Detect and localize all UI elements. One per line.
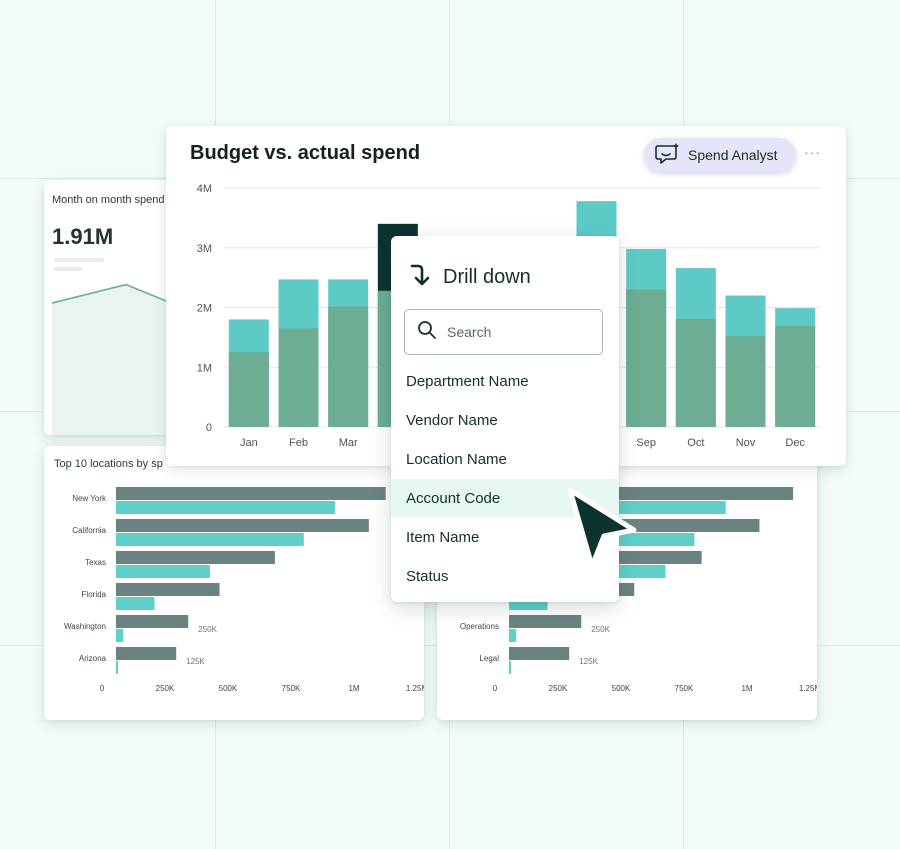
budget-bar	[116, 647, 177, 660]
actual-bar	[725, 336, 766, 427]
actual-bar	[509, 629, 517, 642]
search-icon	[417, 320, 437, 345]
category-label: Operations	[460, 622, 499, 631]
x-tick-label: 750K	[282, 684, 301, 693]
menu-item-status[interactable]: Status	[406, 567, 449, 585]
y-tick-label: 0	[206, 422, 212, 434]
actual-bar	[675, 318, 716, 427]
x-tick-label: 250K	[549, 684, 568, 693]
category-label: Washington	[64, 622, 106, 631]
value-label: 125K	[186, 657, 205, 666]
spend-analyst-button[interactable]: Spend Analyst	[644, 138, 796, 172]
actual-bar	[328, 306, 369, 427]
y-tick-label: 2M	[197, 303, 212, 315]
actual-bar	[116, 629, 124, 642]
x-tick-label: 1M	[741, 684, 752, 693]
x-tick-label: 750K	[675, 684, 694, 693]
spend-analyst-label: Spend Analyst	[688, 147, 778, 163]
menu-item-location-name[interactable]: Location Name	[406, 450, 507, 468]
category-label: California	[72, 526, 106, 535]
x-tick-label: 1.25M	[799, 684, 817, 693]
actual-bar	[278, 328, 319, 427]
actual-bar	[116, 565, 210, 578]
drill-down-title: Drill down	[443, 266, 531, 288]
x-tick-label: Sep	[636, 437, 656, 449]
x-tick-label: Mar	[339, 437, 358, 449]
drill-down-menu[interactable]: Drill down Department Name Vendor Name L…	[391, 236, 619, 602]
actual-bar	[228, 352, 269, 427]
x-tick-label: Dec	[785, 437, 805, 449]
search-input[interactable]	[447, 324, 587, 340]
card-title: Month on month spend	[52, 194, 165, 206]
x-tick-label: 0	[493, 684, 498, 693]
menu-item-vendor-name[interactable]: Vendor Name	[406, 411, 498, 429]
drill-down-header: Drill down	[409, 262, 531, 293]
y-tick-label: 3M	[197, 243, 212, 255]
value-label: 250K	[198, 625, 217, 634]
kpi-value: 1.91M	[52, 224, 114, 249]
category-label: New York	[72, 494, 107, 503]
x-tick-label: Nov	[736, 437, 756, 449]
actual-bar	[116, 597, 155, 610]
x-tick-label: Jan	[240, 437, 258, 449]
category-label: Florida	[82, 590, 107, 599]
placeholder-bar	[54, 267, 82, 271]
actual-bar	[116, 533, 304, 546]
chart-title: Budget vs. actual spend	[190, 142, 421, 164]
placeholder-bar	[54, 258, 104, 262]
mouse-pointer-icon	[567, 487, 637, 569]
actual-bar	[509, 661, 511, 674]
card-title: Top 10 locations by sp	[54, 458, 163, 470]
x-tick-label: 500K	[219, 684, 238, 693]
budget-bar	[116, 551, 275, 564]
y-tick-label: 4M	[197, 183, 212, 195]
budget-bar	[116, 583, 220, 596]
budget-bar	[509, 615, 582, 628]
menu-item-item-name[interactable]: Item Name	[406, 528, 480, 546]
budget-bar	[509, 647, 570, 660]
category-label: Arizona	[79, 654, 107, 663]
actual-bar	[626, 289, 667, 427]
category-label: Legal	[479, 654, 499, 663]
category-label: Texas	[85, 558, 106, 567]
search-field[interactable]	[404, 309, 603, 355]
x-tick-label: 500K	[612, 684, 631, 693]
x-tick-label: Oct	[687, 437, 704, 449]
x-tick-label: 250K	[156, 684, 175, 693]
x-tick-label: 1M	[348, 684, 359, 693]
budget-bar	[116, 487, 386, 500]
x-tick-label: 0	[100, 684, 105, 693]
line-area	[52, 284, 194, 435]
budget-bar	[116, 615, 189, 628]
locations-bar-chart: New York California Texas Florida Washington…	[64, 487, 424, 693]
budget-bar	[116, 519, 369, 532]
ai-chat-icon	[654, 142, 680, 169]
budget-vs-actual-card[interactable]: Budget vs. actual spend Spend Analyst ··…	[166, 126, 846, 466]
actual-bar	[775, 326, 816, 427]
actual-bar	[116, 501, 336, 514]
menu-item-department-name[interactable]: Department Name	[406, 372, 529, 390]
top-locations-card[interactable]: Top 10 locations by sp New York Californi…	[44, 446, 424, 720]
value-label: 125K	[579, 657, 598, 666]
drill-down-arrow-icon	[409, 262, 431, 293]
value-label: 250K	[591, 625, 610, 634]
x-tick-label: 1.25M	[406, 684, 424, 693]
x-tick-label: Feb	[289, 437, 308, 449]
more-options-button[interactable]: ···	[804, 144, 821, 160]
y-tick-label: 1M	[197, 362, 212, 374]
actual-bar	[116, 661, 118, 674]
